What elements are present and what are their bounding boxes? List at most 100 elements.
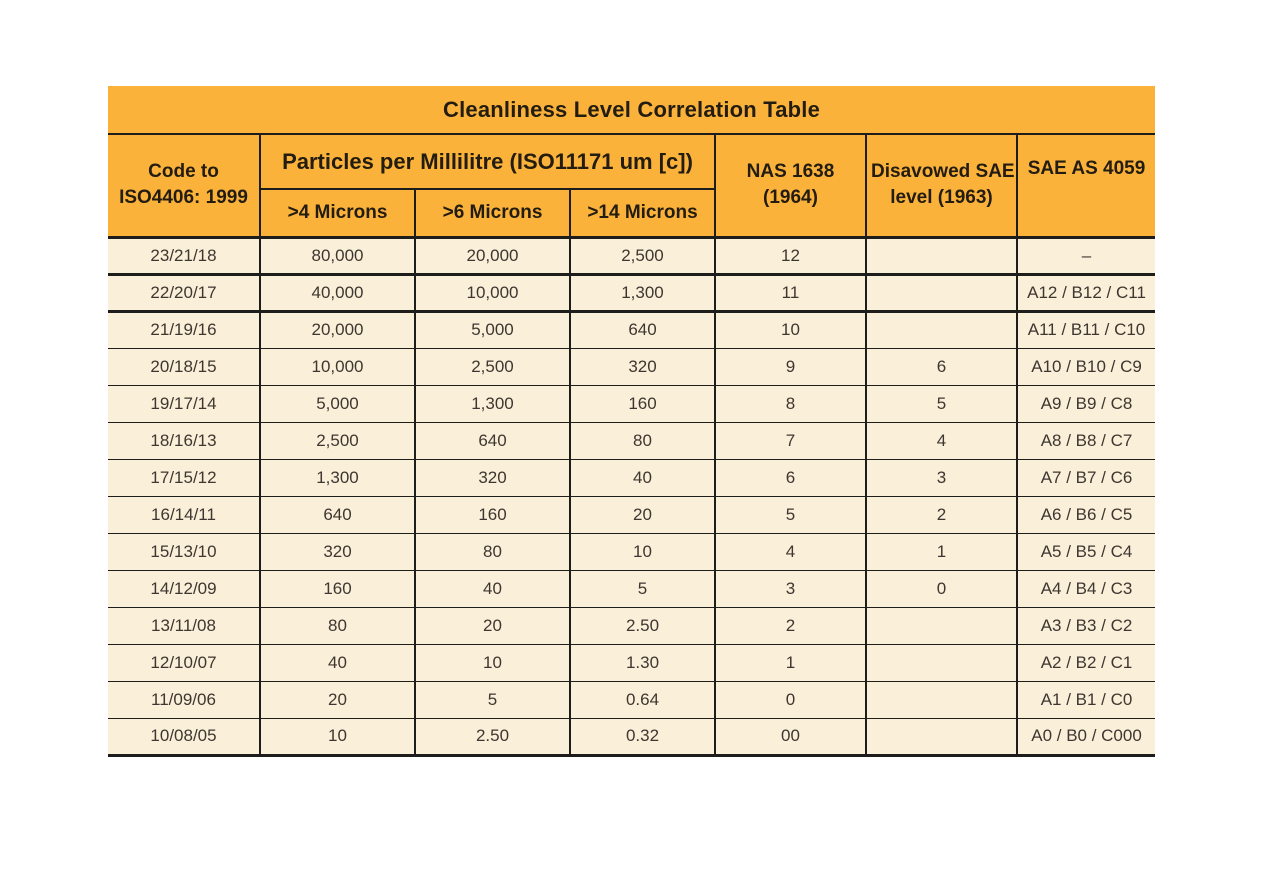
cell-nas-1638: 4	[714, 532, 867, 571]
header-code-line-1: Code to	[148, 160, 219, 182]
cell-gt14-microns: 10	[569, 532, 716, 571]
cell-sae-as-4059: A7 / B7 / C6	[1015, 458, 1157, 497]
cell-gt14-microns: 0.32	[569, 717, 716, 756]
cell-nas-1638: 12	[714, 236, 867, 276]
cell-disavowed-sae: 0	[865, 569, 1018, 608]
header-disavowed-line-2: level (1963)	[890, 187, 993, 209]
table-row: 11/09/06 20 5 0.64 0 A1 / B1 / C0	[107, 680, 1157, 719]
cell-gt6-microns: 320	[414, 458, 571, 497]
cell-gt4-microns: 640	[259, 495, 416, 534]
cell-iso-code: 15/13/10	[107, 532, 261, 571]
header-row-groups: Code to ISO4406: 1999 Particles per Mill…	[107, 133, 1157, 239]
header-nas-line-2: (1964)	[763, 187, 818, 209]
cell-disavowed-sae: 2	[865, 495, 1018, 534]
table-row: 10/08/05 10 2.50 0.32 00 A0 / B0 / C000	[107, 717, 1157, 756]
cell-gt14-microns: 5	[569, 569, 716, 608]
cell-gt4-microns: 160	[259, 569, 416, 608]
cell-gt6-microns: 40	[414, 569, 571, 608]
cell-gt4-microns: 40,000	[259, 273, 416, 313]
header-gt4-microns: >4 Microns	[259, 188, 416, 239]
cell-iso-code: 16/14/11	[107, 495, 261, 534]
cell-disavowed-sae: 1	[865, 532, 1018, 571]
cell-nas-1638: 5	[714, 495, 867, 534]
cell-gt4-microns: 80,000	[259, 236, 416, 276]
cell-gt6-microns: 10	[414, 643, 571, 682]
cell-sae-as-4059: A0 / B0 / C000	[1015, 717, 1157, 756]
cell-nas-1638: 11	[714, 273, 867, 313]
cell-nas-1638: 00	[714, 717, 867, 756]
cell-disavowed-sae: 6	[865, 347, 1018, 386]
cell-gt6-microns: 20,000	[414, 236, 571, 276]
cell-disavowed-sae	[865, 310, 1018, 349]
header-row-subcolumns: >4 Microns >6 Microns >14 Microns	[108, 188, 1155, 239]
cell-iso-code: 20/18/15	[107, 347, 261, 386]
cell-gt14-microns: 320	[569, 347, 716, 386]
cell-gt6-microns: 2,500	[414, 347, 571, 386]
cell-disavowed-sae	[865, 273, 1018, 313]
cell-gt4-microns: 20	[259, 680, 416, 719]
cell-iso-code: 11/09/06	[107, 680, 261, 719]
header-code-to-iso: Code to ISO4406: 1999	[107, 133, 261, 239]
cell-nas-1638: 2	[714, 606, 867, 645]
cell-sae-as-4059: A4 / B4 / C3	[1015, 569, 1157, 608]
cell-nas-1638: 7	[714, 421, 867, 460]
cell-gt4-microns: 320	[259, 532, 416, 571]
cell-sae-as-4059: A12 / B12 / C11	[1015, 273, 1157, 313]
cell-sae-as-4059: A8 / B8 / C7	[1015, 421, 1157, 460]
cell-disavowed-sae: 4	[865, 421, 1018, 460]
cell-gt4-microns: 1,300	[259, 458, 416, 497]
table-row: 23/21/18 80,000 20,000 2,500 12 –	[107, 236, 1157, 276]
cell-gt6-microns: 80	[414, 532, 571, 571]
cell-gt4-microns: 10,000	[259, 347, 416, 386]
table-row: 13/11/08 80 20 2.50 2 A3 / B3 / C2	[107, 606, 1157, 645]
cell-gt6-microns: 1,300	[414, 384, 571, 423]
cell-gt14-microns: 1,300	[569, 273, 716, 313]
cell-disavowed-sae: 3	[865, 458, 1018, 497]
cell-sae-as-4059: A2 / B2 / C1	[1015, 643, 1157, 682]
table-row: 14/12/09 160 40 5 3 0 A4 / B4 / C3	[107, 569, 1157, 608]
table-title-row: Cleanliness Level Correlation Table	[106, 85, 1157, 135]
cell-gt6-microns: 10,000	[414, 273, 571, 313]
cell-sae-as-4059: A10 / B10 / C9	[1015, 347, 1157, 386]
cell-gt4-microns: 20,000	[259, 310, 416, 349]
header-disavowed-sae: Disavowed SAE level (1963)	[865, 133, 1018, 239]
cell-sae-as-4059: A3 / B3 / C2	[1015, 606, 1157, 645]
cell-gt14-microns: 1.30	[569, 643, 716, 682]
table-header: Cleanliness Level Correlation Table Code…	[106, 85, 1157, 239]
cell-iso-code: 18/16/13	[107, 421, 261, 460]
table-row: 19/17/14 5,000 1,300 160 8 5 A9 / B9 / C8	[107, 384, 1157, 423]
table-row: 21/19/16 20,000 5,000 640 10 A11 / B11 / C10	[107, 310, 1157, 349]
table-row: 16/14/11 640 160 20 5 2 A6 / B6 / C5	[107, 495, 1157, 534]
cell-nas-1638: 3	[714, 569, 867, 608]
cell-gt6-microns: 20	[414, 606, 571, 645]
cell-nas-1638: 6	[714, 458, 867, 497]
table-row: 20/18/15 10,000 2,500 320 9 6 A10 / B10 / C9	[107, 347, 1157, 386]
cell-gt14-microns: 20	[569, 495, 716, 534]
cell-iso-code: 12/10/07	[107, 643, 261, 682]
table-row: 17/15/12 1,300 320 40 6 3 A7 / B7 / C6	[107, 458, 1157, 497]
correlation-table: Cleanliness Level Correlation Table Code…	[106, 85, 1157, 757]
cell-gt6-microns: 640	[414, 421, 571, 460]
cell-gt14-microns: 640	[569, 310, 716, 349]
cell-disavowed-sae	[865, 643, 1018, 682]
cell-sae-as-4059: A9 / B9 / C8	[1015, 384, 1157, 423]
cell-disavowed-sae: 5	[865, 384, 1018, 423]
table-row: 18/16/13 2,500 640 80 7 4 A8 / B8 / C7	[107, 421, 1157, 460]
cell-gt14-microns: 40	[569, 458, 716, 497]
cell-nas-1638: 0	[714, 680, 867, 719]
cell-gt4-microns: 5,000	[259, 384, 416, 423]
header-gt14-microns: >14 Microns	[569, 188, 716, 239]
cell-gt4-microns: 80	[259, 606, 416, 645]
cell-gt4-microns: 40	[259, 643, 416, 682]
table-row: 12/10/07 40 10 1.30 1 A2 / B2 / C1	[107, 643, 1157, 682]
cell-sae-as-4059: A11 / B11 / C10	[1015, 310, 1157, 349]
cell-gt6-microns: 5,000	[414, 310, 571, 349]
cell-iso-code: 10/08/05	[107, 717, 261, 756]
cell-sae-as-4059: A1 / B1 / C0	[1015, 680, 1157, 719]
header-particles-group: Particles per Millilitre (ISO11171 um [c…	[259, 133, 716, 190]
cell-iso-code: 23/21/18	[107, 236, 261, 276]
cell-gt4-microns: 2,500	[259, 421, 416, 460]
cell-iso-code: 21/19/16	[107, 310, 261, 349]
cell-nas-1638: 1	[714, 643, 867, 682]
cell-gt14-microns: 2.50	[569, 606, 716, 645]
